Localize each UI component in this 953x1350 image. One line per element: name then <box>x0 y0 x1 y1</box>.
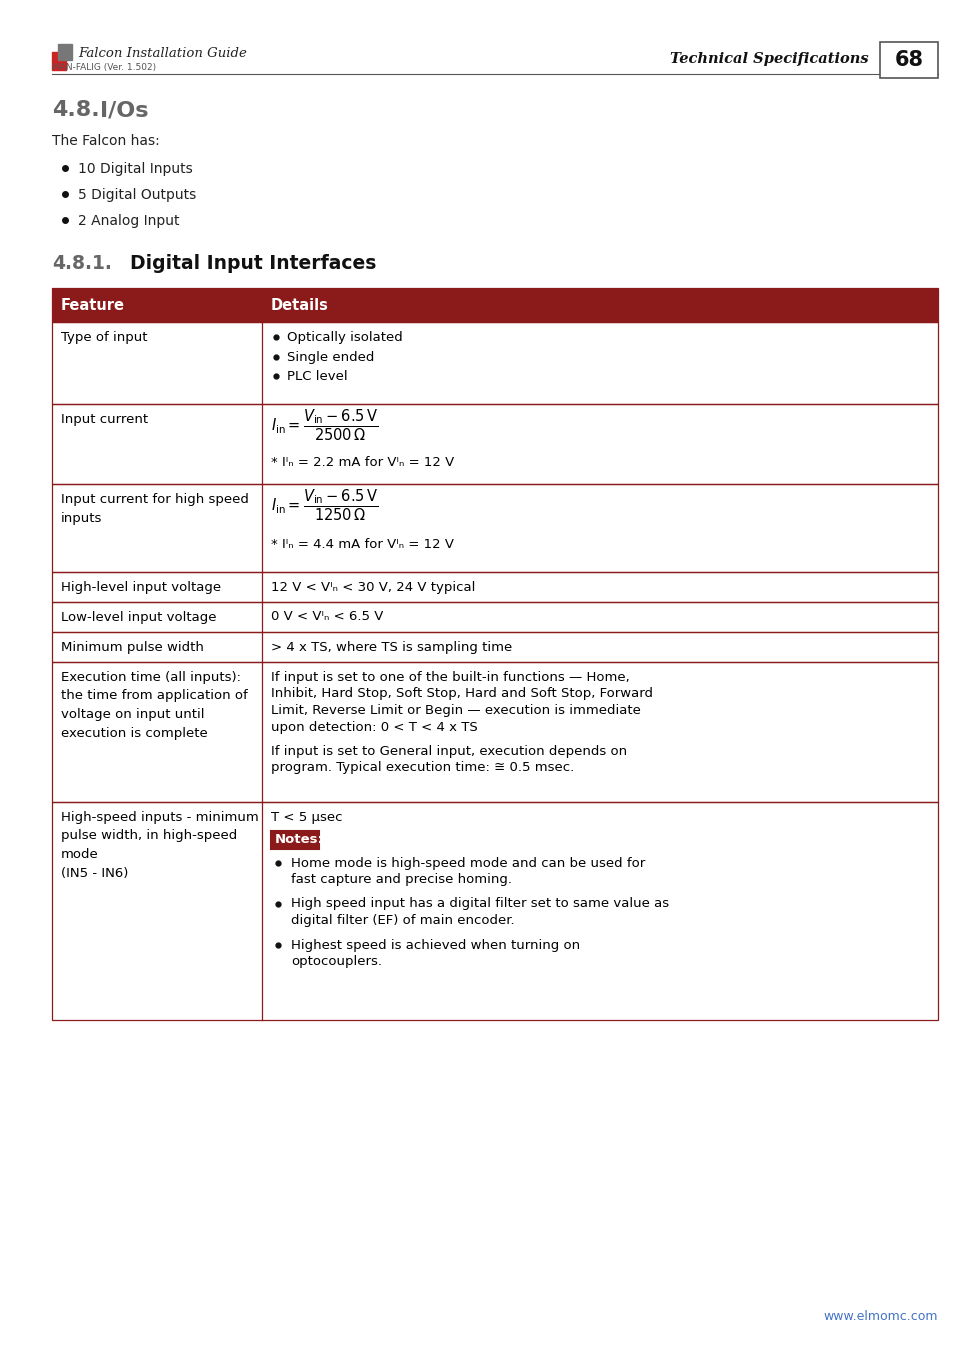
Text: T < 5 μsec: T < 5 μsec <box>271 811 342 824</box>
Text: 0 V < Vᴵₙ < 6.5 V: 0 V < Vᴵₙ < 6.5 V <box>271 610 383 624</box>
Bar <box>52 632 937 662</box>
Bar <box>52 662 937 802</box>
Bar <box>52 485 937 572</box>
Bar <box>52 802 937 1021</box>
Bar <box>52 572 937 602</box>
Bar <box>52 485 937 572</box>
Bar <box>879 42 937 78</box>
Bar <box>52 53 66 70</box>
Text: High-speed inputs - minimum
pulse width, in high-speed
mode
(IN5 - IN6): High-speed inputs - minimum pulse width,… <box>61 811 258 879</box>
Text: Highest speed is achieved when turning on: Highest speed is achieved when turning o… <box>291 938 579 952</box>
Text: Limit, Reverse Limit or Begin — execution is immediate: Limit, Reverse Limit or Begin — executio… <box>271 703 640 717</box>
Text: 2 Analog Input: 2 Analog Input <box>78 215 179 228</box>
Text: 4.8.: 4.8. <box>52 100 99 120</box>
Text: 68: 68 <box>894 50 923 70</box>
Bar <box>52 602 937 632</box>
Text: > 4 x TS, where TS is sampling time: > 4 x TS, where TS is sampling time <box>271 640 512 653</box>
Text: Inhibit, Hard Stop, Soft Stop, Hard and Soft Stop, Forward: Inhibit, Hard Stop, Soft Stop, Hard and … <box>271 687 652 701</box>
Text: 4.8.1.: 4.8.1. <box>52 254 112 273</box>
Text: The Falcon has:: The Falcon has: <box>52 134 159 148</box>
Text: * Iᴵₙ = 2.2 mA for Vᴵₙ = 12 V: * Iᴵₙ = 2.2 mA for Vᴵₙ = 12 V <box>271 456 454 468</box>
Text: Input current for high speed
inputs: Input current for high speed inputs <box>61 493 249 525</box>
Text: Single ended: Single ended <box>287 351 374 363</box>
Bar <box>52 632 937 662</box>
Text: Execution time (all inputs):
the time from application of
voltage on input until: Execution time (all inputs): the time fr… <box>61 671 248 740</box>
Bar <box>52 323 937 404</box>
Bar <box>271 830 318 849</box>
Text: Input current: Input current <box>61 413 148 427</box>
Text: Details: Details <box>271 297 329 312</box>
Bar <box>52 802 937 1021</box>
Text: program. Typical execution time: ≅ 0.5 msec.: program. Typical execution time: ≅ 0.5 m… <box>271 761 574 775</box>
Bar <box>52 572 937 602</box>
Text: Technical Specifications: Technical Specifications <box>669 53 868 66</box>
Bar <box>52 404 937 485</box>
Text: Home mode is high-speed mode and can be used for: Home mode is high-speed mode and can be … <box>291 856 644 869</box>
Text: * Iᴵₙ = 4.4 mA for Vᴵₙ = 12 V: * Iᴵₙ = 4.4 mA for Vᴵₙ = 12 V <box>271 539 454 551</box>
Bar <box>52 288 937 323</box>
Text: optocouplers.: optocouplers. <box>291 954 381 968</box>
Bar <box>52 602 937 632</box>
Text: Minimum pulse width: Minimum pulse width <box>61 640 204 653</box>
Text: 10 Digital Inputs: 10 Digital Inputs <box>78 162 193 176</box>
Bar <box>52 288 937 323</box>
Bar <box>52 662 937 802</box>
Text: I/Os: I/Os <box>100 100 149 120</box>
Text: Low-level input voltage: Low-level input voltage <box>61 610 216 624</box>
Text: If input is set to General input, execution depends on: If input is set to General input, execut… <box>271 745 626 757</box>
Text: upon detection: 0 < T < 4 x TS: upon detection: 0 < T < 4 x TS <box>271 721 477 733</box>
Text: Optically isolated: Optically isolated <box>287 331 402 344</box>
Bar <box>52 404 937 485</box>
Text: High speed input has a digital filter set to same value as: High speed input has a digital filter se… <box>291 898 668 910</box>
Text: Notes:: Notes: <box>274 833 323 846</box>
Text: fast capture and precise homing.: fast capture and precise homing. <box>291 873 512 886</box>
Text: High-level input voltage: High-level input voltage <box>61 580 221 594</box>
Text: If input is set to one of the built-in functions — Home,: If input is set to one of the built-in f… <box>271 671 629 684</box>
Text: $I_{\mathrm{in}} = \dfrac{V_{\mathrm{in}} - 6.5\,\mathrm{V}}{1250\,\Omega}$: $I_{\mathrm{in}} = \dfrac{V_{\mathrm{in}… <box>271 487 378 524</box>
Text: 12 V < Vᴵₙ < 30 V, 24 V typical: 12 V < Vᴵₙ < 30 V, 24 V typical <box>271 580 475 594</box>
Text: $I_{\mathrm{in}} = \dfrac{V_{\mathrm{in}} - 6.5\,\mathrm{V}}{2500\,\Omega}$: $I_{\mathrm{in}} = \dfrac{V_{\mathrm{in}… <box>271 408 378 443</box>
Text: MAN-FALIG (Ver. 1.502): MAN-FALIG (Ver. 1.502) <box>52 63 156 72</box>
Bar <box>52 323 937 404</box>
Text: 5 Digital Outputs: 5 Digital Outputs <box>78 188 196 202</box>
Text: digital filter (EF) of main encoder.: digital filter (EF) of main encoder. <box>291 914 514 927</box>
Text: PLC level: PLC level <box>287 370 347 383</box>
Text: Type of input: Type of input <box>61 331 148 344</box>
Text: www.elmomc.com: www.elmomc.com <box>822 1310 937 1323</box>
Bar <box>58 45 71 59</box>
Text: Falcon Installation Guide: Falcon Installation Guide <box>78 47 247 59</box>
Text: Feature: Feature <box>61 297 125 312</box>
Text: Digital Input Interfaces: Digital Input Interfaces <box>130 254 376 273</box>
